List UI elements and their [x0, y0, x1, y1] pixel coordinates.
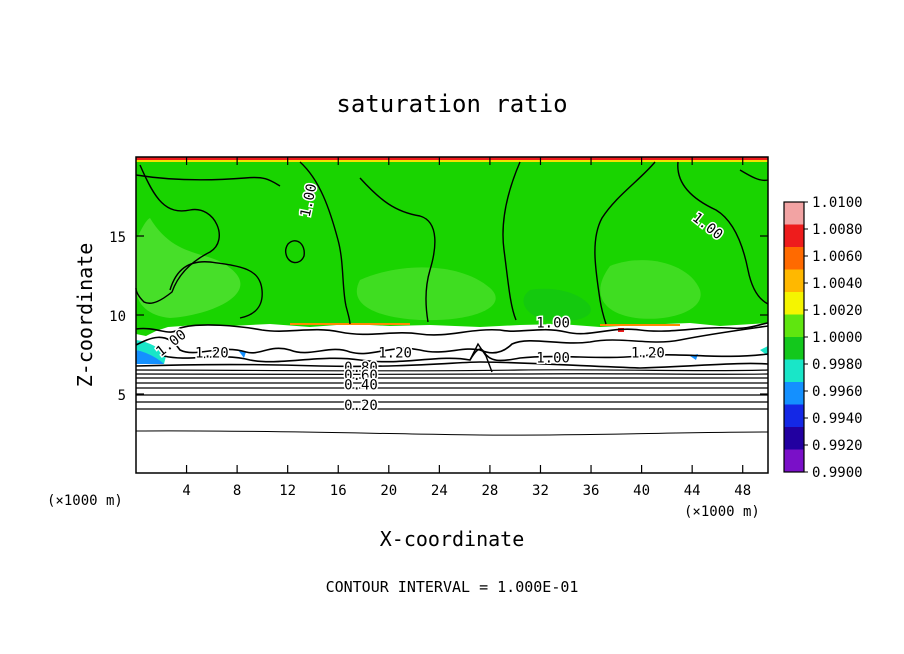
colorbar-swatch [784, 427, 804, 450]
x-tick-label: 8 [233, 483, 241, 499]
contour-1-00-west-inner [135, 164, 220, 304]
colorbar-swatch [784, 247, 804, 270]
y-tick-label: 5 [118, 388, 126, 404]
colorbar-swatch [784, 224, 804, 247]
colorbar-swatch [784, 314, 804, 337]
contour-1-00-column-east [594, 161, 656, 325]
colorbar-swatch [784, 449, 804, 472]
contour-label: 1.00 [536, 350, 570, 366]
contour-spike-center [469, 342, 493, 373]
contour-label: 0.40 [344, 377, 378, 393]
colorbar: 1.0100 1.0080 1.0060 1.0040 1.0020 1.0000 0.99… [783, 195, 863, 481]
contour-0-80 [135, 373, 769, 376]
x-tick-label: 40 [633, 483, 650, 499]
x-tick-label: 36 [583, 483, 600, 499]
colorbar-swatch [784, 202, 804, 225]
contour-interval-caption: CONTOUR INTERVAL = 1.000E-01 [326, 578, 579, 596]
contour-label: 0.20 [344, 398, 378, 414]
x-axis-ticks: 4 8 12 16 20 24 28 32 36 40 44 48 [182, 157, 751, 499]
subsaturated-cyan-edge [136, 340, 166, 364]
x-tick-label: 48 [734, 483, 751, 499]
contour-1-00-west [135, 174, 281, 187]
cloud-top-orange-strip-east [600, 324, 680, 326]
contour-1-00-cloud-base [135, 361, 769, 369]
x-axis-label: X-coordinate [380, 527, 525, 551]
subsaturated-blue-corner [136, 350, 164, 364]
colorbar-swatch [784, 359, 804, 382]
contour-1-20-lower [163, 348, 769, 363]
colorbar-swatch [784, 404, 804, 427]
colorbar-level-label: 0.9960 [812, 384, 863, 400]
x-tick-label: 16 [330, 483, 347, 499]
colorbar-level-label: 0.9920 [812, 438, 863, 454]
x-tick-label: 32 [532, 483, 549, 499]
top-boundary-red-strip [136, 157, 768, 160]
colorbar-level-label: 1.0040 [812, 276, 863, 292]
contour-1-00-east [677, 161, 769, 305]
colorbar-level-label: 1.0080 [812, 222, 863, 238]
colorbar-swatch [784, 337, 804, 360]
contour-1-20-upper [135, 325, 769, 355]
x-tick-label: 4 [182, 483, 190, 499]
darker-green-patch [523, 288, 591, 322]
contour-label: 0.60 [344, 368, 378, 384]
contour-1-00-cloud-top [135, 322, 769, 336]
contour-0-10 [135, 430, 769, 436]
pale-green-region-east [600, 260, 701, 319]
contour-1-00-small-loop [284, 240, 305, 264]
x-tick-label: 44 [684, 483, 701, 499]
colorbar-swatch [784, 292, 804, 315]
x-tick-label: 12 [279, 483, 296, 499]
y-tick-label: 15 [109, 230, 126, 246]
colorbar-swatch [784, 269, 804, 292]
plot-area: 1.001.001.001.001.00 1.20 1.20 1.200.800.60… [135, 156, 769, 474]
colorbar-level-label: 0.9980 [812, 357, 863, 373]
contour-1-00-column-west [299, 161, 351, 325]
contour-0-90 [135, 369, 769, 372]
colorbar-level-label: 0.9900 [812, 465, 863, 481]
contour-label: 0.80 [344, 360, 378, 376]
contour-label: 1.20 [195, 346, 229, 362]
y-axis-ticks: 5 10 15 [109, 230, 768, 404]
contour-1-00-center-basin [359, 177, 436, 323]
x-unit-label-left: (×1000 m) [47, 493, 123, 509]
chart-title: saturation ratio [336, 90, 567, 118]
x-tick-label: 20 [380, 483, 397, 499]
supersaturated-upper-field [136, 160, 768, 336]
y-axis-label: Z-coordinate [73, 243, 97, 388]
contour-label: 1.00 [536, 316, 570, 332]
contour-1-00-center-loop [169, 261, 263, 319]
contour-label: 1.20 [378, 346, 412, 362]
colorbar-swatch [784, 382, 804, 405]
contour-lines [135, 161, 769, 436]
contour-label: 1.20 [631, 346, 665, 362]
colorbar-level-label: 1.0020 [812, 303, 863, 319]
x-tick-label: 28 [481, 483, 498, 499]
top-boundary-yellow-strip [136, 160, 768, 162]
colorbar-level-label: 1.0000 [812, 330, 863, 346]
colorbar-level-label: 0.9940 [812, 411, 863, 427]
contour-1-00-east-small [739, 169, 769, 182]
x-tick-label: 24 [431, 483, 448, 499]
colorbar-level-label: 1.0100 [812, 195, 863, 211]
colorbar-level-label: 1.0060 [812, 249, 863, 265]
contour-1-00-column-center [502, 161, 521, 321]
y-tick-label: 10 [109, 309, 126, 325]
x-unit-label-right: (×1000 m) [684, 504, 760, 520]
